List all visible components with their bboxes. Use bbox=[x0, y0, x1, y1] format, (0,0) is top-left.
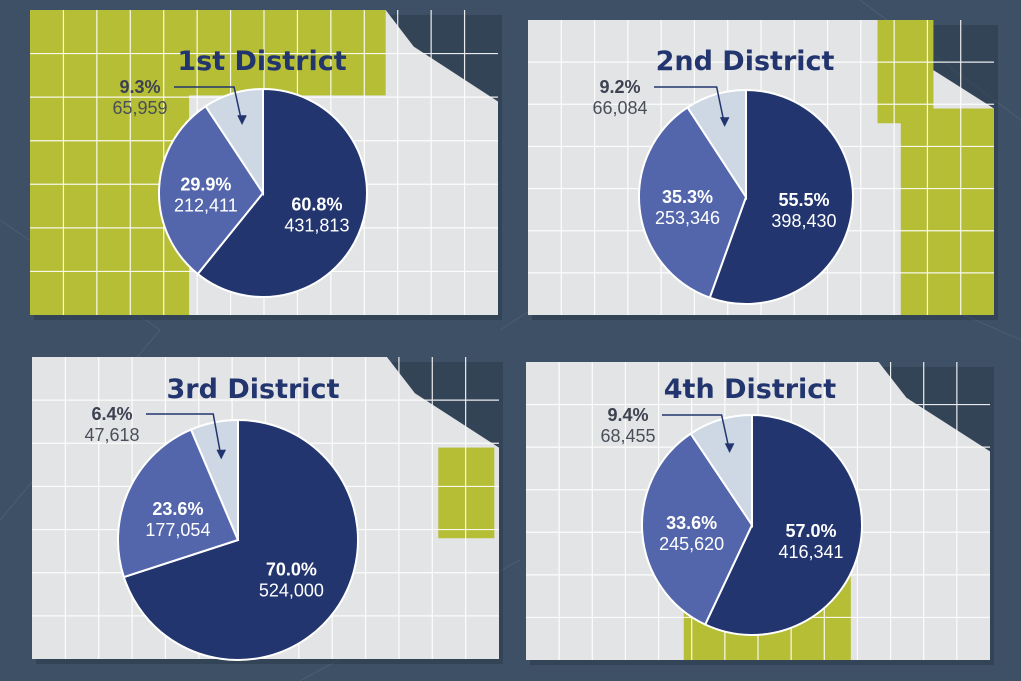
callout-arrow bbox=[654, 86, 730, 127]
district-panel-4: 4th District 57.0%416,341 33.6%245,620 9.4%… bbox=[526, 362, 994, 665]
pie-slice-2 bbox=[641, 432, 754, 626]
slice-count-label: 524,000 bbox=[259, 580, 324, 600]
slice-percent-label: 55.5% bbox=[778, 190, 829, 210]
pie-slice-2 bbox=[117, 428, 240, 579]
slice-count-label: 398,430 bbox=[771, 211, 836, 231]
slice-percent-label: 9.4% bbox=[607, 405, 648, 425]
pie-slice-1 bbox=[703, 413, 863, 636]
district-region bbox=[30, 10, 386, 96]
pie-slice-2 bbox=[158, 104, 265, 276]
chart-title: 2nd District bbox=[656, 46, 835, 77]
pie-slice-3 bbox=[689, 413, 753, 529]
slice-count-label: 66,084 bbox=[592, 98, 647, 118]
pie-slice-3 bbox=[204, 87, 264, 197]
slice-percent-label: 60.8% bbox=[291, 194, 342, 214]
slice-count-label: 212,411 bbox=[174, 196, 238, 216]
slice-percent-label: 23.6% bbox=[152, 499, 203, 519]
slice-count-label: 177,054 bbox=[145, 520, 210, 540]
slice-count-label: 253,346 bbox=[655, 208, 720, 228]
slice-percent-label: 9.2% bbox=[599, 77, 640, 97]
pie-slice-3 bbox=[686, 88, 747, 201]
slice-percent-label: 57.0% bbox=[786, 521, 837, 541]
pie-slice-1 bbox=[708, 88, 854, 305]
slice-count-label: 68,455 bbox=[600, 426, 655, 446]
district-region bbox=[900, 108, 994, 315]
slice-percent-label: 9.3% bbox=[119, 77, 160, 97]
slice-count-label: 431,813 bbox=[284, 215, 349, 235]
slice-percent-label: 6.4% bbox=[91, 404, 132, 424]
slice-percent-label: 33.6% bbox=[666, 513, 717, 533]
chart-title: 1st District bbox=[177, 46, 346, 77]
slice-count-label: 245,620 bbox=[659, 534, 724, 554]
slice-count-label: 65,959 bbox=[112, 98, 167, 118]
pie-slice-2 bbox=[638, 105, 748, 299]
chart-title: 3rd District bbox=[167, 374, 340, 405]
slice-count-label: 416,341 bbox=[779, 542, 844, 562]
district-region bbox=[438, 447, 495, 539]
callout-arrow bbox=[146, 413, 226, 460]
district-panel-3: 3rd District 70.0%524,000 23.6%177,054 6.4%… bbox=[32, 357, 503, 664]
district-panel-1: 1st District 60.8%431,813 29.9%212,411 9.3%… bbox=[30, 10, 502, 320]
pie-slice-1 bbox=[122, 418, 359, 661]
callout-arrow bbox=[662, 414, 735, 454]
slice-percent-label: 35.3% bbox=[662, 187, 713, 207]
district-panel-2: 2nd District 55.5%398,430 35.3%253,346 9.2%… bbox=[528, 20, 998, 320]
slice-percent-label: 70.0% bbox=[266, 559, 317, 579]
slice-count-label: 47,618 bbox=[84, 425, 139, 445]
district-region bbox=[877, 20, 934, 124]
callout-arrow bbox=[174, 86, 247, 125]
pie-slice-1 bbox=[196, 87, 368, 298]
slice-percent-label: 29.9% bbox=[180, 175, 231, 195]
county-lines bbox=[528, 20, 994, 315]
chart-title: 4th District bbox=[664, 374, 837, 405]
